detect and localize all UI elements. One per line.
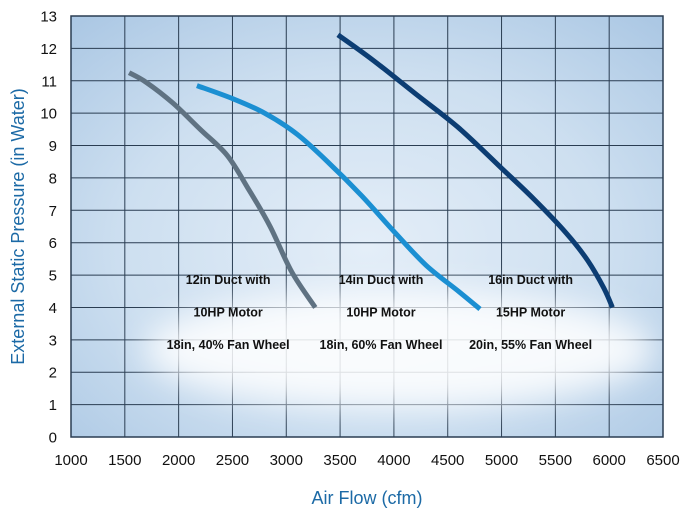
x-tick-label: 2500 [216,452,249,469]
annotation-2-line-2: 10HP Motor [346,305,415,319]
x-tick-label: 1500 [108,452,141,469]
y-tick-label: 7 [49,203,57,220]
x-tick-labels: 1000 1500 2000 2500 3000 3500 4000 4500 5000 5500… [54,452,679,469]
plot-border [70,15,664,438]
annotation-3-line-1: 16in Duct with [488,273,573,287]
x-tick-label: 4000 [377,452,410,469]
y-tick-label: 12 [40,41,57,58]
y-tick-label: 9 [49,138,57,155]
x-tick-label: 4500 [431,452,464,469]
y-tick-label: 4 [49,300,57,317]
annotation-glow-shape [144,291,654,408]
annotation-1-line-2: 10HP Motor [194,305,263,319]
y-tick-label: 10 [40,106,57,123]
series-line-1 [127,70,318,309]
x-tick-label: 3500 [323,452,356,469]
x-tick-label: 3000 [270,452,303,469]
y-tick-label: 0 [49,430,57,447]
series-line-2 [196,83,482,312]
y-tick-label: 8 [49,170,57,187]
y-tick-label: 13 [40,9,57,26]
annotations: 12in Duct with 10HP Motor 18in, 40% Fan Wh… [167,273,592,352]
x-tick-label: 6000 [592,452,625,469]
series-lines [127,32,615,312]
series-line-3 [336,32,615,309]
y-tick-label: 2 [49,365,57,382]
x-tick-label: 1000 [54,452,87,469]
annotation-1-line-1: 12in Duct with [186,273,271,287]
annotation-3-line-2: 15HP Motor [496,305,565,319]
annotation-2-line-1: 14in Duct with [339,273,424,287]
y-tick-label: 5 [49,268,57,285]
plot-frame [70,15,664,438]
y-tick-label: 6 [49,235,57,252]
y-axis-label: External Static Pressure (in Water) [8,88,28,364]
y-tick-label: 3 [49,332,57,349]
x-axis-label: Air Flow (cfm) [312,488,423,508]
y-tick-label: 11 [41,73,57,90]
annotation-2-line-3: 18in, 60% Fan Wheel [320,338,443,352]
x-tick-label: 2000 [162,452,195,469]
x-tick-label: 5500 [539,452,572,469]
y-tick-label: 1 [49,397,57,414]
x-tick-label: 6500 [646,452,679,469]
annotation-1-line-3: 18in, 40% Fan Wheel [167,338,290,352]
x-tick-label: 5000 [485,452,518,469]
annotation-glow [144,291,654,408]
annotation-3-line-3: 20in, 55% Fan Wheel [469,338,592,352]
